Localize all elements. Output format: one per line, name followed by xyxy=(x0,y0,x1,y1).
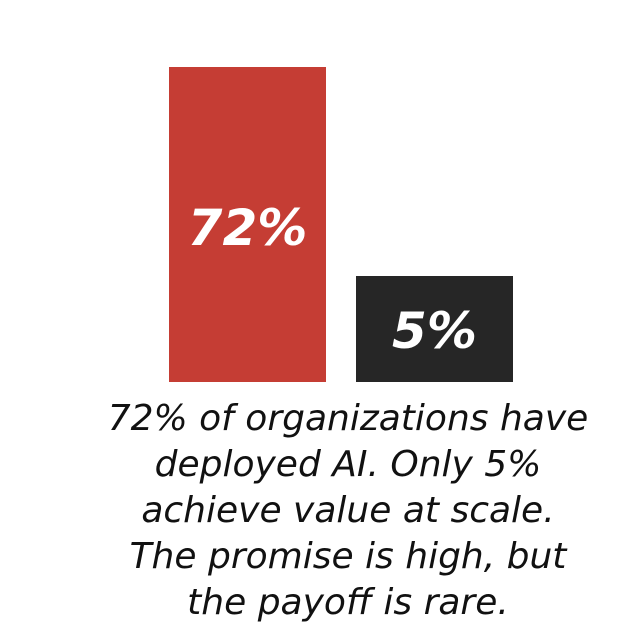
caption: 72% of organizations have deployed AI. O… xyxy=(80,396,616,626)
data-label-deployed-ai: 72% xyxy=(188,199,308,257)
bar-chart: 72% 5% xyxy=(169,67,513,382)
bar-deployed-ai xyxy=(169,67,326,382)
caption-line: 72% of organizations have xyxy=(107,398,589,439)
bar-value-at-scale xyxy=(356,276,513,382)
caption-line: The promise is high, but xyxy=(129,536,567,577)
caption-line: deployed AI. Only 5% xyxy=(154,444,542,485)
data-label-value-at-scale: 5% xyxy=(392,302,477,360)
caption-line: the payoff is rare. xyxy=(187,582,509,623)
caption-line: achieve value at scale. xyxy=(141,490,555,531)
